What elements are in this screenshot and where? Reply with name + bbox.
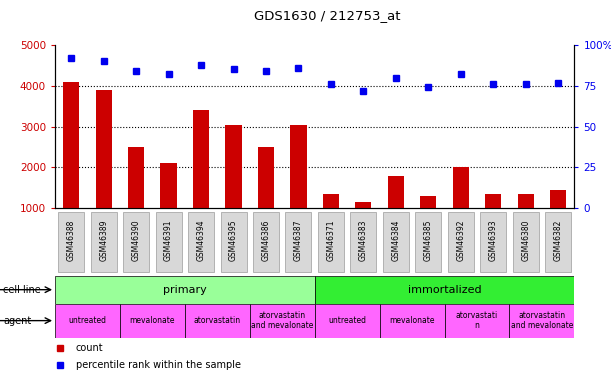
FancyBboxPatch shape xyxy=(350,211,376,272)
Text: atorvastati
n: atorvastati n xyxy=(456,311,498,330)
Text: untreated: untreated xyxy=(328,316,366,325)
Text: GSM46383: GSM46383 xyxy=(359,220,368,261)
Text: atorvastatin: atorvastatin xyxy=(194,316,241,325)
Bar xyxy=(128,147,144,208)
Text: GSM46385: GSM46385 xyxy=(424,220,433,261)
Text: mevalonate: mevalonate xyxy=(389,316,435,325)
Text: percentile rank within the sample: percentile rank within the sample xyxy=(76,360,241,369)
FancyBboxPatch shape xyxy=(123,211,149,272)
Text: GSM46395: GSM46395 xyxy=(229,220,238,261)
Bar xyxy=(388,176,404,208)
Text: count: count xyxy=(76,343,103,352)
FancyBboxPatch shape xyxy=(250,304,315,338)
Text: GSM46384: GSM46384 xyxy=(391,220,400,261)
Text: GSM46390: GSM46390 xyxy=(131,220,141,261)
FancyBboxPatch shape xyxy=(156,211,181,272)
Bar xyxy=(161,163,177,208)
FancyBboxPatch shape xyxy=(120,304,185,338)
Text: GSM46387: GSM46387 xyxy=(294,220,303,261)
Text: GSM46380: GSM46380 xyxy=(521,220,530,261)
FancyBboxPatch shape xyxy=(253,211,279,272)
Bar xyxy=(95,90,112,208)
Text: GSM46382: GSM46382 xyxy=(554,220,563,261)
Text: atorvastatin
and mevalonate: atorvastatin and mevalonate xyxy=(511,311,573,330)
FancyBboxPatch shape xyxy=(379,304,444,338)
Text: GSM46371: GSM46371 xyxy=(326,220,335,261)
Text: GSM46394: GSM46394 xyxy=(197,220,205,261)
Text: GSM46388: GSM46388 xyxy=(67,220,76,261)
FancyBboxPatch shape xyxy=(58,211,84,272)
FancyBboxPatch shape xyxy=(315,276,574,304)
FancyBboxPatch shape xyxy=(188,211,214,272)
Bar xyxy=(550,190,566,208)
Bar xyxy=(323,194,339,208)
FancyBboxPatch shape xyxy=(318,211,344,272)
Bar xyxy=(193,110,209,208)
FancyBboxPatch shape xyxy=(448,211,474,272)
FancyBboxPatch shape xyxy=(90,211,117,272)
Bar xyxy=(355,202,371,208)
FancyBboxPatch shape xyxy=(480,211,506,272)
Text: primary: primary xyxy=(163,285,207,295)
Text: mevalonate: mevalonate xyxy=(130,316,175,325)
FancyBboxPatch shape xyxy=(55,304,120,338)
FancyBboxPatch shape xyxy=(185,304,250,338)
Text: GSM46392: GSM46392 xyxy=(456,220,465,261)
Bar xyxy=(63,82,79,208)
FancyBboxPatch shape xyxy=(513,211,539,272)
Text: untreated: untreated xyxy=(68,316,106,325)
Text: GDS1630 / 212753_at: GDS1630 / 212753_at xyxy=(254,9,400,22)
FancyBboxPatch shape xyxy=(415,211,441,272)
FancyBboxPatch shape xyxy=(221,211,246,272)
Text: atorvastatin
and mevalonate: atorvastatin and mevalonate xyxy=(251,311,313,330)
FancyBboxPatch shape xyxy=(444,304,510,338)
Bar xyxy=(485,194,501,208)
FancyBboxPatch shape xyxy=(285,211,312,272)
FancyBboxPatch shape xyxy=(315,304,379,338)
FancyBboxPatch shape xyxy=(55,276,315,304)
Bar xyxy=(420,196,436,208)
Bar xyxy=(518,194,534,208)
Text: GSM46391: GSM46391 xyxy=(164,220,173,261)
Bar xyxy=(258,147,274,208)
FancyBboxPatch shape xyxy=(383,211,409,272)
FancyBboxPatch shape xyxy=(510,304,574,338)
Text: GSM46389: GSM46389 xyxy=(99,220,108,261)
Text: GSM46386: GSM46386 xyxy=(262,220,271,261)
Text: cell line: cell line xyxy=(3,285,41,295)
Text: immortalized: immortalized xyxy=(408,285,481,295)
Bar xyxy=(290,124,307,208)
Bar xyxy=(225,124,241,208)
Text: agent: agent xyxy=(3,316,31,326)
FancyBboxPatch shape xyxy=(545,211,571,272)
Bar xyxy=(453,167,469,208)
Text: GSM46393: GSM46393 xyxy=(489,220,498,261)
